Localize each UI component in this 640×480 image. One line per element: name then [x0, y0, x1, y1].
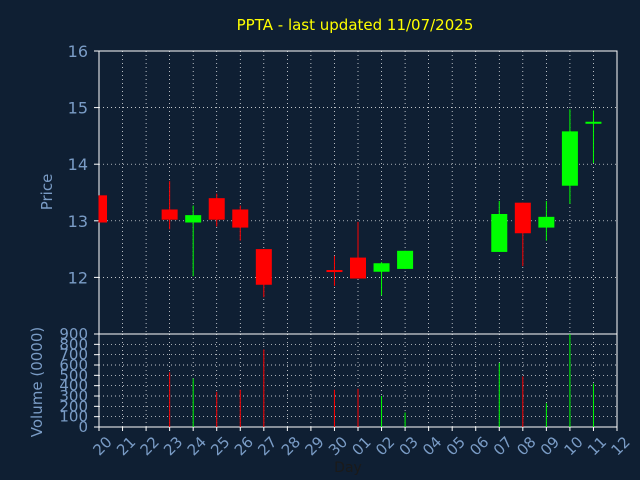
x-axis-label: Day [334, 460, 362, 476]
candle-body [561, 131, 578, 186]
volume-y-tick-label: 200 [59, 397, 88, 415]
candle-body [255, 249, 272, 285]
candle-body [350, 257, 366, 279]
volume-y-tick-label: 700 [59, 346, 88, 364]
price-panel: 12 13 14 15 16 [68, 42, 618, 335]
candle-body [373, 263, 390, 272]
candle-body [161, 209, 178, 220]
volume-y-tick-label: 500 [59, 366, 88, 384]
price-plot-area [98, 50, 618, 335]
candle-body [208, 198, 225, 220]
price-y-tick-label: 13 [68, 212, 88, 231]
volume-y-tick-label: 400 [59, 377, 88, 395]
candle-body [538, 216, 555, 228]
candle-body [326, 270, 343, 273]
candle-body [514, 202, 531, 234]
candle-body [491, 214, 508, 252]
volume-axis-label: Volume (0000) [28, 327, 46, 437]
price-y-tick-label: 15 [68, 99, 88, 118]
candle-body [397, 250, 414, 269]
candle-body [585, 121, 602, 124]
volume-y-tick-label: 300 [59, 387, 88, 405]
price-axis-label: Price [38, 174, 56, 211]
volume-y-tick-label: 0 [78, 418, 88, 436]
price-y-tick-label: 12 [68, 268, 88, 287]
volume-y-tick-label: 100 [59, 408, 88, 426]
volume-y-tick-label: 900 [59, 325, 88, 343]
candle-body [185, 215, 202, 223]
price-y-tick-label: 16 [68, 42, 88, 61]
price-y-tick-label: 14 [68, 155, 88, 174]
chart-title: PPTA - last updated 11/07/2025 [237, 16, 474, 34]
volume-y-tick-label: 600 [59, 356, 88, 374]
candle-body [232, 209, 249, 228]
volume-y-tick-label: 800 [59, 335, 88, 353]
candle-body [99, 195, 107, 223]
